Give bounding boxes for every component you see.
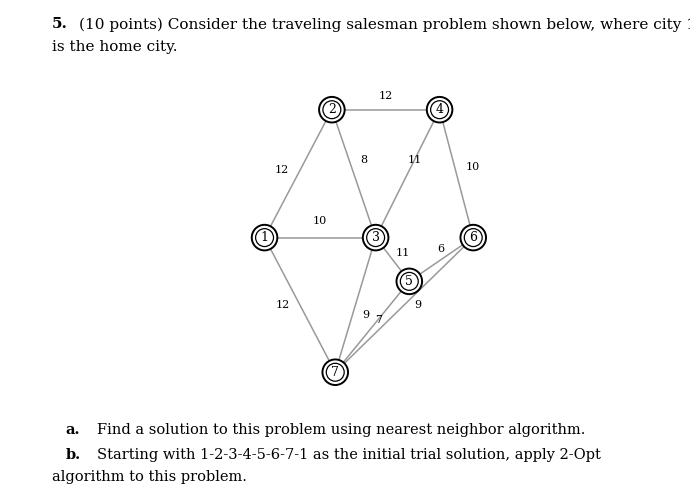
Text: algorithm to this problem.: algorithm to this problem. — [52, 470, 246, 484]
Text: 10: 10 — [466, 162, 480, 172]
Text: 5: 5 — [405, 275, 413, 288]
Circle shape — [319, 97, 345, 122]
Text: 2: 2 — [328, 103, 336, 116]
Text: 7: 7 — [331, 366, 339, 379]
Text: a.: a. — [66, 423, 80, 437]
Circle shape — [464, 229, 482, 247]
Text: 6: 6 — [469, 231, 477, 244]
Circle shape — [323, 101, 341, 119]
Circle shape — [252, 225, 277, 250]
Circle shape — [363, 225, 388, 250]
Text: 8: 8 — [360, 155, 367, 165]
Text: Find a solution to this problem using nearest neighbor algorithm.: Find a solution to this problem using ne… — [97, 423, 585, 437]
Circle shape — [460, 225, 486, 250]
Text: 9: 9 — [414, 300, 422, 310]
Circle shape — [366, 229, 384, 247]
Text: 11: 11 — [407, 155, 422, 165]
Text: 4: 4 — [435, 103, 444, 116]
Text: 12: 12 — [274, 165, 288, 175]
Text: 9: 9 — [362, 310, 369, 320]
Circle shape — [322, 359, 348, 385]
Text: 3: 3 — [372, 231, 380, 244]
Text: is the home city.: is the home city. — [52, 40, 177, 53]
Circle shape — [255, 229, 273, 247]
Circle shape — [326, 363, 344, 381]
Circle shape — [431, 101, 448, 119]
Text: 6: 6 — [437, 245, 445, 254]
Text: 12: 12 — [276, 300, 290, 310]
Circle shape — [400, 272, 418, 290]
Text: 12: 12 — [379, 91, 393, 101]
Circle shape — [397, 269, 422, 294]
Text: 11: 11 — [395, 248, 410, 258]
Text: (10 points) Consider the traveling salesman problem shown below, where city 1: (10 points) Consider the traveling sales… — [79, 17, 690, 32]
Text: 7: 7 — [375, 315, 382, 325]
Text: b.: b. — [66, 448, 81, 462]
Text: 10: 10 — [313, 216, 327, 226]
Text: 1: 1 — [261, 231, 268, 244]
Text: 5.: 5. — [52, 17, 68, 31]
Text: Starting with 1-2-3-4-5-6-7-1 as the initial trial solution, apply 2-Opt: Starting with 1-2-3-4-5-6-7-1 as the ini… — [97, 448, 600, 462]
Circle shape — [427, 97, 453, 122]
